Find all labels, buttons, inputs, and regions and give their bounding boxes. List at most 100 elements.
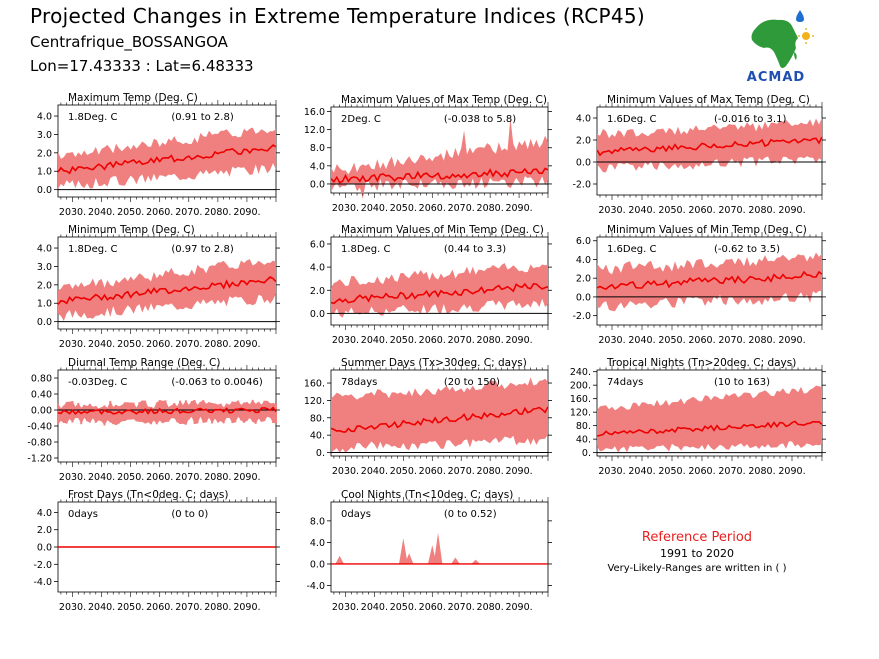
x-tick-label: 2040. xyxy=(88,472,115,483)
chart-title: Maximum Values of Min Temp (Deg. C) xyxy=(341,224,544,236)
x-tick-label: 2080. xyxy=(477,335,504,346)
y-tick-label: 3.0 xyxy=(37,130,52,141)
chart-panel: Maximum Values of Max Temp (Deg. C) 2Deg.… xyxy=(304,94,552,214)
y-tick-label: 16.0 xyxy=(304,107,325,118)
x-tick-label: 2070. xyxy=(448,335,475,346)
likely-range: (-0.063 to 0.0046) xyxy=(171,377,263,388)
y-tick-label: -2.0 xyxy=(572,180,591,191)
y-tick-label: 40. xyxy=(576,435,591,446)
x-tick-label: 2080. xyxy=(204,602,231,613)
x-tick-label: 2070. xyxy=(175,339,202,350)
x-tick-label: 2030. xyxy=(598,466,625,477)
x-tick-label: 2060. xyxy=(419,203,446,214)
x-tick-label: 2060. xyxy=(419,335,446,346)
x-tick-label: 2040. xyxy=(88,602,115,613)
y-tick-label: 0.0 xyxy=(37,543,52,554)
x-tick-label: 2040. xyxy=(628,335,655,346)
y-tick-label: 0.0 xyxy=(310,559,325,570)
x-tick-label: 2070. xyxy=(718,205,745,216)
plot-frame xyxy=(330,501,549,593)
likely-range: (-0.62 to 3.5) xyxy=(714,244,780,255)
median-line xyxy=(596,136,823,157)
x-tick-label: 2040. xyxy=(628,466,655,477)
y-tick-label: 8.0 xyxy=(310,143,325,154)
y-tick-label: 4.0 xyxy=(37,508,52,519)
y-tick-label: 12.0 xyxy=(304,125,325,136)
change-value: 0days xyxy=(341,509,371,520)
change-value: 74days xyxy=(607,377,643,388)
x-tick-label: 2030. xyxy=(59,472,86,483)
y-tick-label: 160. xyxy=(304,379,325,390)
chart-title: Minimum Values of Max Temp (Deg. C) xyxy=(607,94,810,106)
median-line xyxy=(330,282,549,305)
chart-panel: Minimum Values of Max Temp (Deg. C) 1.6De… xyxy=(572,94,826,216)
x-tick-label: 2050. xyxy=(390,203,417,214)
range-spike xyxy=(335,555,345,564)
y-tick-label: 4.0 xyxy=(310,161,325,172)
range-band xyxy=(331,377,548,453)
range-band xyxy=(597,117,822,173)
y-tick-label: 2.0 xyxy=(37,148,52,159)
x-tick-label: 2060. xyxy=(419,602,446,613)
acmad-logo: ACMAD xyxy=(747,10,814,84)
chart-panel: Cool Nights (Tn<10deg. C; days) 0days (0 t… xyxy=(306,489,552,613)
range-band xyxy=(597,385,822,453)
y-tick-label: -2.0 xyxy=(572,311,591,322)
x-tick-label: 2080. xyxy=(748,335,775,346)
y-tick-label: -4.0 xyxy=(33,577,52,588)
y-tick-label: 240. xyxy=(570,367,591,378)
y-tick-label: 0. xyxy=(582,448,591,459)
x-tick-label: 2030. xyxy=(59,339,86,350)
y-tick-label: 4.0 xyxy=(37,112,52,123)
y-tick-label: 120. xyxy=(570,408,591,419)
change-value: 0days xyxy=(68,509,98,520)
y-tick-label: 0.0 xyxy=(576,292,591,303)
range-spike xyxy=(451,557,460,564)
x-tick-label: 2090. xyxy=(233,339,260,350)
range-band xyxy=(331,263,548,318)
y-tick-label: 2.0 xyxy=(37,525,52,536)
x-tick-label: 2060. xyxy=(688,466,715,477)
x-tick-label: 2040. xyxy=(628,205,655,216)
x-tick-label: 2030. xyxy=(332,335,359,346)
x-tick-label: 2090. xyxy=(233,472,260,483)
chart-title: Maximum Values of Max Temp (Deg. C) xyxy=(341,94,547,106)
x-tick-label: 2050. xyxy=(390,466,417,477)
change-value: 1.6Deg. C xyxy=(607,244,656,255)
y-tick-label: -2.0 xyxy=(33,560,52,571)
chart-panel: Diurnal Temp Range (Deg. C) -0.03Deg. C (-… xyxy=(27,357,280,483)
x-tick-label: 2080. xyxy=(477,602,504,613)
y-tick-label: 4.0 xyxy=(576,255,591,266)
x-tick-label: 2050. xyxy=(117,602,144,613)
chart-title: Diurnal Temp Range (Deg. C) xyxy=(68,357,220,369)
chart-title: Maximum Temp (Deg. C) xyxy=(68,92,198,104)
x-tick-label: 2030. xyxy=(332,466,359,477)
x-tick-label: 2070. xyxy=(718,466,745,477)
change-value: 1.8Deg. C xyxy=(68,244,117,255)
x-tick-label: 2090. xyxy=(505,335,532,346)
y-tick-label: 6.0 xyxy=(576,236,591,247)
median-line xyxy=(57,406,277,416)
x-tick-label: 2030. xyxy=(332,203,359,214)
y-tick-label: 0.00 xyxy=(31,406,52,417)
y-tick-label: 4.0 xyxy=(310,538,325,549)
x-tick-label: 2080. xyxy=(748,205,775,216)
median-line xyxy=(57,144,277,175)
x-tick-label: 2090. xyxy=(778,205,805,216)
x-tick-label: 2030. xyxy=(332,602,359,613)
y-tick-label: 40. xyxy=(310,431,325,442)
change-value: 1.8Deg. C xyxy=(341,244,390,255)
x-tick-label: 2080. xyxy=(477,203,504,214)
x-tick-label: 2090. xyxy=(505,203,532,214)
page-title: Projected Changes in Extreme Temperature… xyxy=(30,4,646,28)
y-tick-label: 160. xyxy=(570,394,591,405)
y-tick-label: 2.0 xyxy=(576,136,591,147)
y-tick-label: 0.80 xyxy=(31,374,52,385)
x-tick-label: 2090. xyxy=(505,602,532,613)
range-spike xyxy=(398,538,408,564)
x-tick-label: 2050. xyxy=(390,335,417,346)
likely-range: (-0.038 to 5.8) xyxy=(444,114,516,125)
y-tick-label: -0.80 xyxy=(27,438,52,449)
chart-panel: Frost Days (Tn<0deg. C; days) 0days (0 to … xyxy=(33,489,280,613)
y-tick-label: 80. xyxy=(310,413,325,424)
